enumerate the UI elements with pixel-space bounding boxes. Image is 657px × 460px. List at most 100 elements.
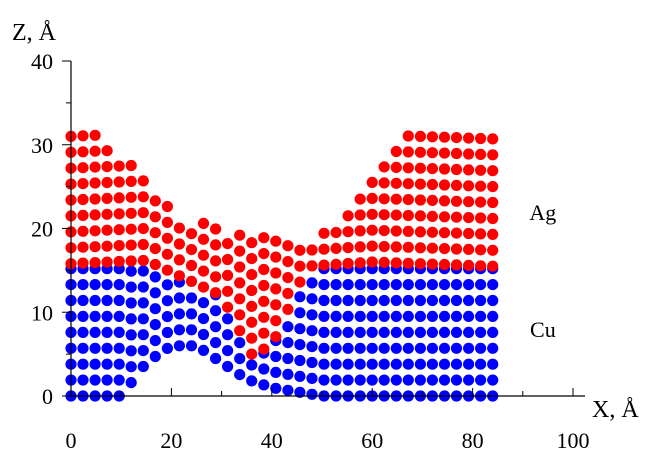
- ag-atom-point: [137, 175, 149, 187]
- x-axis-label: X, Å: [592, 397, 639, 423]
- cu-atom-point: [89, 326, 101, 338]
- ag-atom-point: [450, 132, 463, 144]
- cu-atom-point: [137, 329, 149, 341]
- ag-atom-point: [463, 259, 475, 271]
- cu-atom-point: [222, 345, 234, 357]
- cu-atom-point: [294, 370, 306, 382]
- ag-atom-point: [426, 194, 438, 206]
- cu-atom-point: [402, 358, 414, 370]
- ag-atom-point: [426, 147, 438, 159]
- cu-atom-point: [390, 326, 402, 338]
- cu-atom-point: [342, 358, 354, 370]
- ag-atom-point: [77, 209, 89, 221]
- cu-atom-point: [414, 326, 426, 338]
- ag-atom-point: [185, 244, 198, 256]
- scatter-points: [65, 129, 499, 402]
- cu-atom-point: [390, 358, 402, 370]
- cu-atom-point: [149, 303, 161, 315]
- ag-atom-point: [173, 270, 185, 282]
- cu-atom-point: [318, 326, 330, 338]
- cu-atom-point: [282, 337, 294, 349]
- cu-atom-point: [161, 342, 173, 354]
- cu-atom-point: [475, 279, 487, 291]
- cu-atom-point: [463, 342, 475, 354]
- cu-atom-point: [402, 279, 414, 291]
- cu-atom-point: [487, 374, 499, 386]
- cu-atom-point: [125, 361, 137, 373]
- ag-atom-point: [125, 255, 137, 267]
- cu-atom-point: [149, 350, 161, 363]
- cu-atom-point: [414, 342, 426, 354]
- cu-atom-point: [173, 308, 185, 320]
- cu-atom-point: [77, 294, 89, 307]
- cu-atom-point: [390, 310, 402, 322]
- ag-atom-point: [113, 208, 125, 220]
- cu-atom-point: [318, 342, 330, 354]
- ag-atom-point: [210, 223, 222, 235]
- ag-atom-point: [402, 178, 414, 190]
- cu-atom-point: [113, 294, 125, 307]
- ag-atom-point: [330, 226, 342, 239]
- cu-atom-point: [487, 279, 499, 291]
- cu-atom-point: [173, 340, 185, 352]
- cu-atom-point: [378, 279, 390, 291]
- ag-atom-point: [173, 238, 185, 250]
- cu-atom-point: [475, 326, 487, 338]
- ag-atom-point: [197, 265, 210, 277]
- ag-atom-point: [487, 181, 499, 193]
- ag-atom-point: [463, 164, 475, 176]
- cu-atom-point: [137, 360, 149, 373]
- ag-atom-point: [210, 287, 222, 299]
- ag-atom-point: [173, 254, 185, 266]
- ag-atom-point: [258, 263, 270, 276]
- cu-atom-point: [475, 358, 487, 370]
- ag-atom-point: [149, 195, 161, 207]
- ag-atom-point: [125, 175, 137, 187]
- cu-atom-point: [125, 281, 137, 293]
- ag-atom-point: [463, 132, 475, 144]
- ag-atom-point: [137, 254, 149, 267]
- cu-atom-point: [402, 294, 414, 307]
- ag-atom-point: [390, 209, 402, 221]
- ag-atom-point: [354, 241, 366, 253]
- ag-atom-point: [402, 146, 414, 158]
- cu-atom-point: [366, 310, 378, 322]
- ag-atom-point: [450, 211, 463, 223]
- ag-atom-point: [101, 224, 113, 236]
- ag-atom-point: [463, 196, 475, 208]
- cu-atom-point: [210, 352, 222, 365]
- ag-atom-point: [475, 212, 487, 224]
- cu-atom-point: [414, 294, 426, 307]
- cu-atom-point: [77, 310, 89, 322]
- ag-atom-point: [210, 255, 222, 267]
- ag-atom-point: [426, 163, 438, 175]
- cu-atom-point: [306, 277, 318, 289]
- cu-atom-point: [282, 321, 294, 333]
- cu-atom-point: [77, 358, 89, 370]
- cu-atom-point: [149, 287, 161, 299]
- ag-atom-point: [414, 210, 426, 222]
- cu-atom-point: [306, 309, 318, 321]
- ag-atom-point: [125, 223, 137, 235]
- ag-atom-point: [222, 238, 234, 250]
- ag-atom-point: [487, 228, 499, 240]
- cu-atom-point: [475, 310, 487, 322]
- ag-atom-point: [438, 179, 451, 191]
- ag-atom-point: [77, 193, 89, 206]
- ag-atom-point: [270, 299, 282, 311]
- ag-atom-point: [414, 178, 426, 190]
- ag-atom-point: [101, 192, 113, 204]
- ag-atom-point: [246, 300, 258, 312]
- cu-atom-point: [77, 374, 89, 386]
- cu-atom-point: [234, 353, 246, 365]
- ag-atom-point: [77, 225, 89, 237]
- cu-atom-point: [306, 325, 318, 337]
- ag-atom-point: [89, 257, 101, 269]
- ag-atom-point: [270, 283, 282, 295]
- ag-atom-point: [161, 216, 173, 228]
- cu-atom-point: [89, 294, 101, 307]
- cu-atom-point: [306, 341, 318, 353]
- y-tick-label: 20: [31, 217, 53, 242]
- ag-atom-point: [487, 149, 499, 161]
- ag-atom-point: [475, 164, 487, 176]
